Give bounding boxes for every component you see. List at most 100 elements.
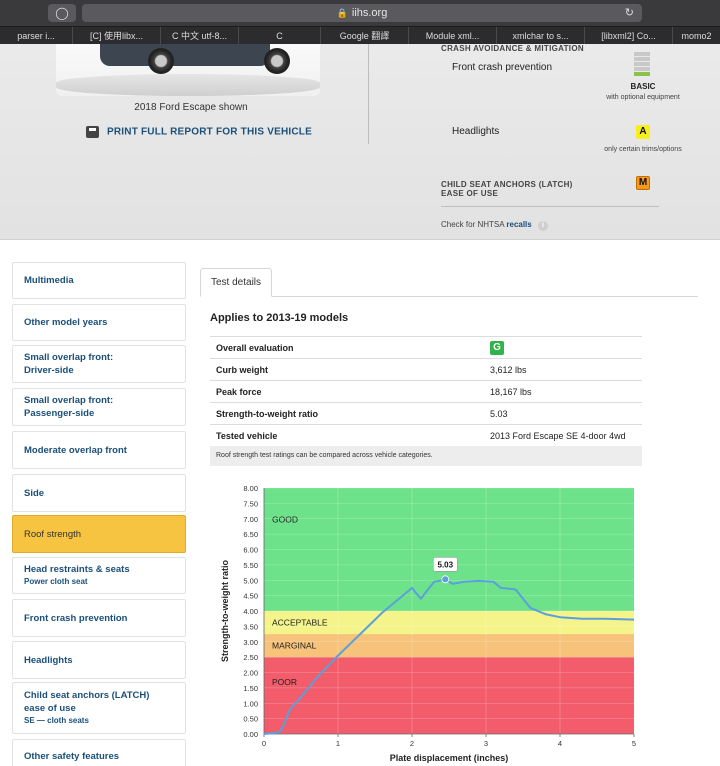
- table-row: Tested vehicle 2013 Ford Escape SE 4-doo…: [210, 424, 642, 447]
- bookmark-item[interactable]: [libxml2] Co...: [584, 27, 672, 45]
- bookmarks-bar: parser i... [C] 使用libx... C 中文 utf-8... …: [0, 26, 720, 45]
- comparison-note: Roof strength test ratings can be compar…: [210, 446, 642, 466]
- printer-icon: [86, 126, 99, 138]
- bookmark-item[interactable]: C: [238, 27, 320, 45]
- info-icon[interactable]: i: [537, 221, 548, 231]
- y-tick-label: 7.50: [243, 499, 258, 508]
- y-tick-label: 8.00: [243, 484, 258, 493]
- y-tick-label: 0.50: [243, 715, 258, 724]
- rating-band: [264, 634, 634, 658]
- x-axis-label: Plate displacement (inches): [390, 753, 509, 763]
- sidebar-item-moderate-overlap[interactable]: Moderate overlap front: [12, 431, 186, 469]
- y-tick-label: 7.00: [243, 515, 258, 524]
- y-tick-label: 3.50: [243, 622, 258, 631]
- crash-avoidance-heading: CRASH AVOIDANCE & MITIGATION: [441, 44, 584, 53]
- roof-strength-chart: POOR MARGINAL ACCEPTABLE GOOD 0.00 0.50 1.00 1.…: [208, 478, 648, 766]
- recall-line: Check for NHTSA recalls i: [441, 220, 548, 231]
- front-crash-note: with optional equipment: [606, 94, 680, 101]
- x-tick-label: 4: [558, 739, 562, 748]
- rating-band: [264, 611, 634, 635]
- y-tick-label: 3.00: [243, 638, 258, 647]
- sidebar-item-small-overlap-passenger[interactable]: Small overlap front: Passenger-side: [12, 388, 186, 426]
- browser-toolbar: ◯ 🔒 iihs.org ↻: [0, 0, 720, 26]
- y-tick-label: 2.00: [243, 669, 258, 678]
- row-key: Strength-to-weight ratio: [210, 402, 484, 425]
- headlights-note: only certain trims/options: [604, 146, 682, 153]
- row-key: Overall evaluation: [210, 336, 484, 359]
- recalls-link[interactable]: recalls: [506, 220, 532, 229]
- y-tick-label: 2.50: [243, 653, 258, 662]
- x-tick-label: 5: [632, 739, 636, 748]
- rating-band: [264, 488, 634, 611]
- sidebar-item-other-model-years[interactable]: Other model years: [12, 304, 186, 341]
- sidebar-item-roof-strength[interactable]: Roof strength: [12, 515, 186, 553]
- battery-rating-icon: [634, 52, 650, 78]
- headlights-rating-badge: A: [636, 125, 650, 139]
- band-label: POOR: [272, 677, 297, 687]
- sidebar-item-multimedia[interactable]: Multimedia: [12, 262, 186, 299]
- band-label: ACCEPTABLE: [272, 618, 328, 628]
- y-tick-label: 5.00: [243, 576, 258, 585]
- sidebar-item-small-overlap-driver[interactable]: Small overlap front: Driver-side: [12, 345, 186, 383]
- front-crash-label[interactable]: Front crash prevention: [452, 62, 553, 73]
- band-label: GOOD: [272, 514, 298, 524]
- table-row: Overall evaluation G: [210, 336, 642, 359]
- table-row: Peak force 18,167 lbs: [210, 380, 642, 403]
- y-tick-label: 5.50: [243, 561, 258, 570]
- sidebar-item-front-crash-prevention[interactable]: Front crash prevention: [12, 599, 186, 637]
- bookmark-item[interactable]: Google 翻譯: [320, 27, 408, 45]
- sidebar-item-latch[interactable]: Child seat anchors (LATCH) ease of use SE …: [12, 682, 186, 734]
- headlights-label[interactable]: Headlights: [452, 126, 500, 137]
- tab-test-details[interactable]: Test details: [200, 268, 272, 297]
- peak-label: 5.03: [438, 560, 454, 569]
- sidebar-item-other-safety[interactable]: Other safety features: [12, 739, 186, 766]
- band-label: MARGINAL: [272, 641, 317, 651]
- test-details-table: Overall evaluation G Curb weight 3,612 l…: [210, 336, 642, 447]
- print-report-link[interactable]: PRINT FULL REPORT FOR THIS VEHICLE: [86, 126, 312, 138]
- table-row: Curb weight 3,612 lbs: [210, 358, 642, 381]
- row-key: Tested vehicle: [210, 424, 484, 447]
- latch-heading-1[interactable]: CHILD SEAT ANCHORS (LATCH): [441, 180, 573, 189]
- row-key: Curb weight: [210, 358, 484, 381]
- table-row: Strength-to-weight ratio 5.03: [210, 402, 642, 425]
- row-key: Peak force: [210, 380, 484, 403]
- y-tick-label: 6.00: [243, 546, 258, 555]
- sidebar-item-side[interactable]: Side: [12, 474, 186, 512]
- y-tick-label: 1.50: [243, 684, 258, 693]
- applies-heading: Applies to 2013-19 models: [210, 312, 349, 324]
- y-tick-label: 1.00: [243, 699, 258, 708]
- reader-icon[interactable]: ◯: [48, 4, 76, 22]
- chart-svg: POOR MARGINAL ACCEPTABLE GOOD 0.00 0.50 1.00 1.…: [220, 484, 636, 763]
- latch-heading-2[interactable]: EASE OF USE: [441, 189, 499, 198]
- bookmark-item[interactable]: xmlchar to s...: [496, 27, 584, 45]
- y-axis-label: Strength-to-weight ratio: [220, 560, 230, 662]
- sidebar-item-head-restraints[interactable]: Head restraints & seats Power cloth seat: [12, 557, 186, 594]
- row-value: 5.03: [484, 402, 642, 425]
- bookmark-item[interactable]: Module xml...: [408, 27, 496, 45]
- sidebar-item-headlights[interactable]: Headlights: [12, 641, 186, 679]
- rating-band: [264, 657, 634, 734]
- x-tick-label: 2: [410, 739, 414, 748]
- y-tick-label: 4.50: [243, 592, 258, 601]
- peak-label-box: [433, 557, 458, 572]
- row-value: 3,612 lbs: [484, 358, 642, 381]
- peak-point: [441, 575, 450, 584]
- lock-icon: 🔒: [336, 8, 348, 18]
- bookmark-item[interactable]: momo2: [672, 27, 720, 45]
- bookmark-item[interactable]: C 中文 utf-8...: [160, 27, 238, 45]
- x-tick-label: 0: [262, 739, 266, 748]
- x-tick-label: 3: [484, 739, 488, 748]
- y-tick-label: 6.50: [243, 530, 258, 539]
- overall-rating-badge: G: [490, 340, 504, 355]
- series-line: [263, 578, 635, 735]
- url-field[interactable]: 🔒 iihs.org ↻: [82, 4, 642, 22]
- vehicle-photo: [56, 44, 320, 96]
- vehicle-summary-panel: 2018 Ford Escape shown PRINT FULL REPORT…: [0, 44, 720, 240]
- reload-icon[interactable]: ↻: [624, 7, 634, 19]
- latch-rating-badge: M: [636, 176, 650, 190]
- y-tick-label: 4.00: [243, 607, 258, 616]
- bookmark-item[interactable]: parser i...: [17, 31, 55, 41]
- bookmark-item[interactable]: [C] 使用libx...: [72, 27, 160, 45]
- vehicle-caption: 2018 Ford Escape shown: [134, 102, 248, 113]
- row-value: 2013 Ford Escape SE 4-door 4wd: [484, 424, 642, 447]
